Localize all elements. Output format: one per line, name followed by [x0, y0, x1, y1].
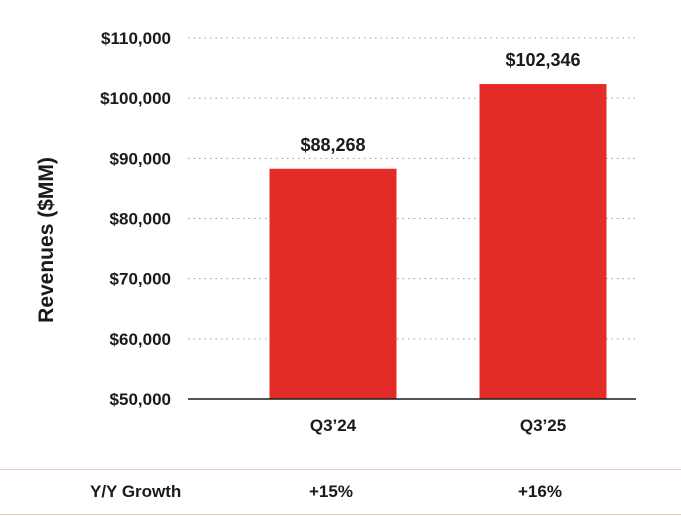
growth-value: +16%	[518, 482, 562, 501]
bar	[269, 168, 397, 399]
y-tick-label: $80,000	[110, 210, 171, 229]
bar-value-label: $102,346	[505, 50, 580, 70]
y-tick-label: $90,000	[110, 149, 171, 168]
y-axis-ticks: $50,000 $60,000 $70,000 $80,000 $90,000 $100,…	[100, 29, 171, 409]
growth-row: Y/Y Growth +15% +16%	[0, 469, 681, 515]
y-tick-label: $50,000	[110, 390, 171, 409]
growth-label: Y/Y Growth	[90, 482, 182, 501]
y-axis-label: Revenues ($MM)	[35, 157, 58, 323]
y-tick-label: $70,000	[110, 270, 171, 289]
y-tick-label: $100,000	[100, 89, 171, 108]
y-tick-label: $110,000	[101, 29, 171, 48]
x-axis-labels: Q3’24 Q3’25	[310, 416, 566, 435]
bars: $88,268 $102,346	[269, 50, 607, 399]
bar-chart: $50,000 $60,000 $70,000 $80,000 $90,000 $100,…	[35, 29, 636, 435]
bar	[479, 84, 607, 399]
y-tick-label: $60,000	[110, 330, 171, 349]
x-tick-label: Q3’24	[310, 416, 357, 435]
growth-value: +15%	[309, 482, 353, 501]
x-tick-label: Q3’25	[520, 416, 566, 435]
bar-value-label: $88,268	[300, 135, 365, 155]
